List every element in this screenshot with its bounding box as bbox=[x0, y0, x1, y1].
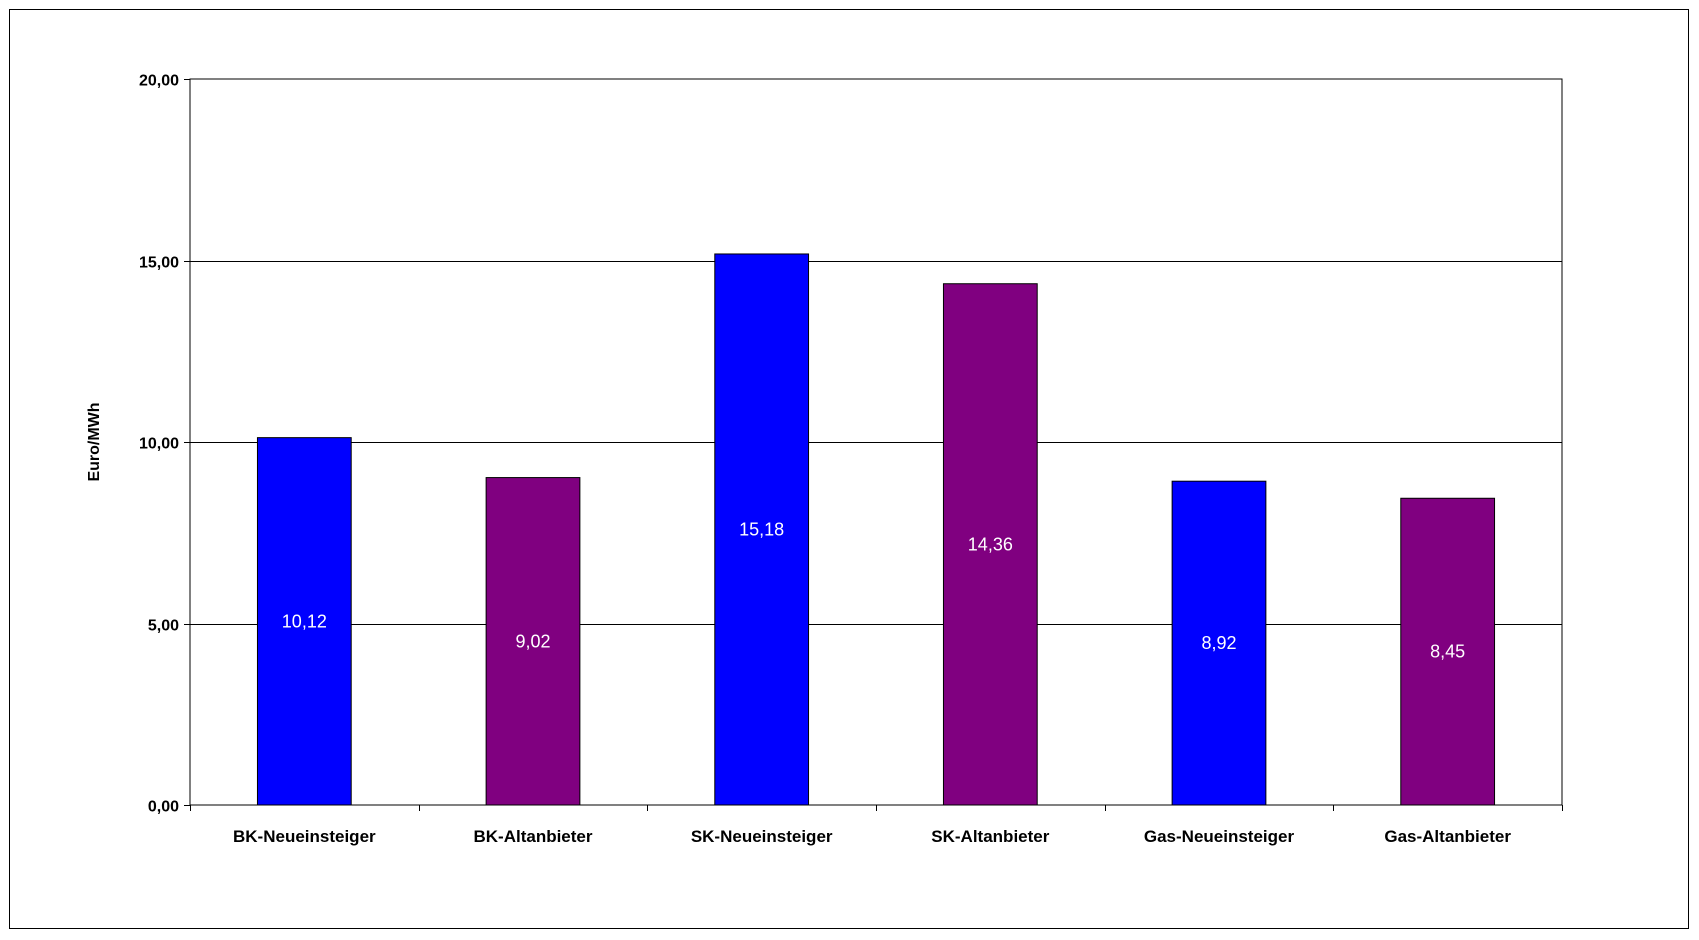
bar bbox=[714, 253, 810, 806]
data-label: 9,02 bbox=[515, 631, 550, 651]
axes-layer bbox=[184, 78, 1563, 811]
bars-layer bbox=[256, 253, 1496, 806]
x-tick-label: Gas-Altanbieter bbox=[1384, 827, 1511, 846]
y-axis-title: Euro/MWh bbox=[86, 402, 103, 481]
bar bbox=[1400, 497, 1496, 806]
x-tick-label: BK-Neueinsteiger bbox=[233, 827, 376, 846]
bar bbox=[485, 477, 581, 806]
data-label: 8,92 bbox=[1201, 633, 1236, 653]
labels-layer: 0,00 5,00 10,00 15,00 20,00 10,12 BK-Neueinste… bbox=[139, 73, 1511, 847]
x-tick-label: SK-Neueinsteiger bbox=[691, 827, 833, 846]
data-label: 15,18 bbox=[739, 519, 784, 539]
grid-layer bbox=[190, 261, 1562, 625]
data-label: 14,36 bbox=[968, 534, 1013, 554]
y-tick-label: 5,00 bbox=[148, 618, 179, 635]
x-tick-label: BK-Altanbieter bbox=[473, 827, 592, 846]
y-tick-label: 15,00 bbox=[139, 255, 179, 272]
x-tick-label: Gas-Neueinsteiger bbox=[1144, 827, 1295, 846]
x-tick-label: SK-Altanbieter bbox=[931, 827, 1049, 846]
bar bbox=[256, 437, 352, 806]
y-tick-label: 20,00 bbox=[139, 73, 179, 90]
data-label: 10,12 bbox=[282, 611, 327, 631]
y-tick-label: 0,00 bbox=[148, 799, 179, 816]
data-label: 8,45 bbox=[1430, 642, 1465, 662]
y-tick-label: 10,00 bbox=[139, 436, 179, 453]
